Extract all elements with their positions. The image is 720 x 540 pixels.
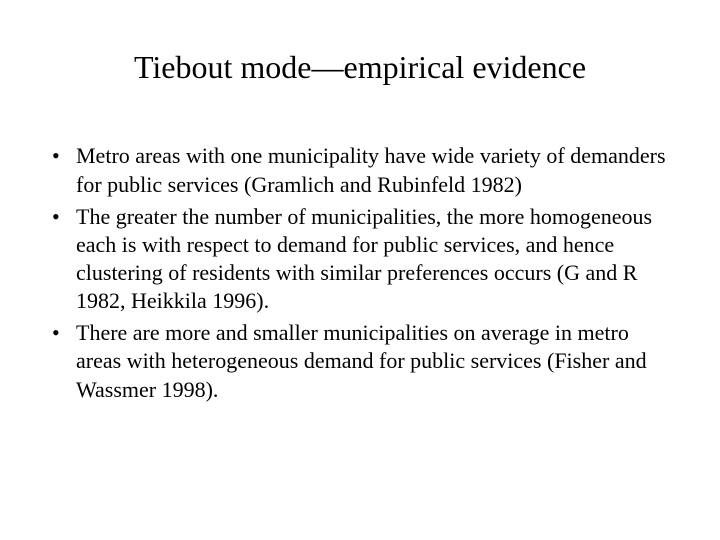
bullet-text: There are more and smaller municipalitie… [76, 320, 647, 401]
slide-title: Tiebout mode—empirical evidence [48, 48, 672, 86]
list-item: Metro areas with one municipality have w… [48, 142, 672, 198]
bullet-list: Metro areas with one municipality have w… [48, 142, 672, 403]
bullet-text: The greater the number of municipalities… [76, 204, 652, 313]
list-item: There are more and smaller municipalitie… [48, 319, 672, 403]
list-item: The greater the number of municipalities… [48, 203, 672, 316]
bullet-text: Metro areas with one municipality have w… [76, 143, 666, 196]
